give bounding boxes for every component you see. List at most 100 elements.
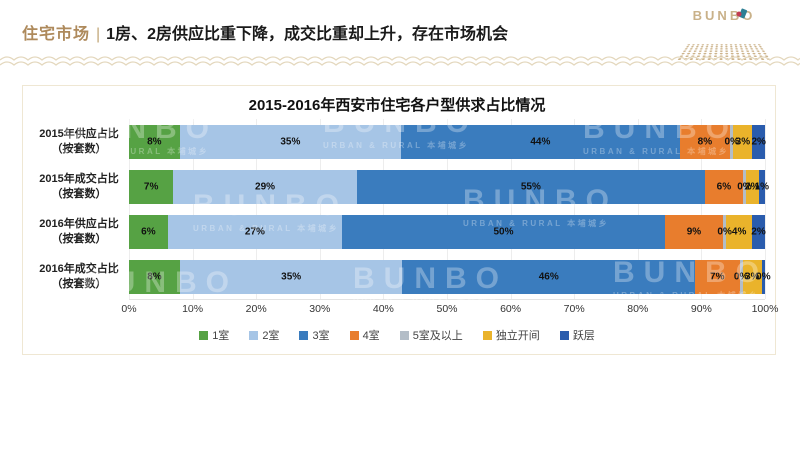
gridline [701,119,703,299]
data-label: 7% [710,271,725,282]
gridline [319,119,321,299]
bar-segment-4室: 6% [704,169,743,204]
data-label: 3% [735,136,751,147]
title-separator: | [96,26,101,43]
legend-swatch [482,330,492,340]
gridline [383,119,385,299]
legend-item-5室及以上: 5室及以上 [399,327,463,343]
legend-item-1室: 1室 [199,327,229,343]
data-label: 8% [697,136,713,147]
bar-segment-4室: 8% [679,124,731,159]
gridline [574,119,576,299]
legend-item-独立开间: 独立开间 [482,327,540,343]
data-label: 2% [745,181,760,192]
legend-swatch [349,330,359,340]
x-tick-label: 40% [372,303,394,315]
data-label: 35% [281,271,302,282]
decorative-wave-border [0,56,800,66]
plot-wrap: 8% 35% 44% 8% 0% 3% 2% 7% 29% 55% 6% 0% 2% 1% 6% 27% 50%… [121,119,778,321]
data-label: 0% [737,181,752,192]
bar-segment-5室及以上: 0% [734,259,748,294]
bar-segment-跃层: 0% [756,259,771,294]
gridline [192,119,194,299]
y-axis-label: 2015年成交占比 （按套数） [39,173,119,200]
chart-title: 2015-2016年西安市住宅各户型供求占比情况 [248,97,546,114]
bar-segment-跃层: 2% [751,124,766,159]
bar-segment-跃层: 1% [755,169,769,204]
bar-segment-1室: 8% [129,259,180,294]
data-label: 6% [141,226,156,237]
y-axis-labels: 2015年供应占比 （按套数） 2015年成交占比 （按套数） 2016年供应占比 （按套… [29,119,129,321]
bar-row: 6% 27% 50% 9% 0% 4% 2% [129,209,766,254]
bar-row: 7% 29% 55% 6% 0% 2% 1% [129,164,769,209]
x-tick-label: 30% [309,303,331,315]
bar-segment-1室: 7% [129,169,174,204]
x-tick-label: 100% [751,303,779,315]
legend-label: 独立开间 [495,330,540,342]
legend: 1室 2室 3室 4室 5室及以上 独立开间 跃层 [29,327,765,343]
bar-segment-1室: 6% [129,214,168,249]
y-axis-label: 2015年供应占比 （按套数） [39,128,119,155]
legend-label: 跃层 [572,330,595,342]
data-label: 0% [717,226,732,237]
data-label: 7% [143,181,159,192]
legend-item-跃层: 跃层 [559,327,595,343]
data-label: 2% [751,226,766,237]
company-logo: BUNBO [676,8,772,60]
legend-label: 4室 [362,330,380,342]
legend-label: 1室 [212,330,230,342]
y-axis-label: 2016年成交占比 （按套数） [39,263,119,290]
bar-row: 8% 35% 44% 8% 0% 3% 2% [129,119,766,164]
data-label: 55% [520,181,541,192]
data-label: 2% [751,136,766,147]
bar-segment-2室: 27% [167,214,343,249]
x-tick-label: 20% [245,303,267,315]
bar-segment-2室: 29% [173,169,357,204]
bar-segment-5室及以上: 0% [717,214,732,249]
data-label: 44% [530,136,551,147]
bar-row: 8% 35% 46% 7% 0% 3% 0% [129,254,771,299]
data-label: 27% [244,226,265,237]
gridline [256,119,258,299]
legend-swatch [199,330,209,340]
data-label: 4% [731,226,747,237]
bar-segment-独立开间: 3% [742,259,762,294]
bar-segment-4室: 7% [695,259,740,294]
logo-text: BUNBO [692,8,756,23]
x-axis: 0% 10% 20% 30% 40% 50% 60% 70% 80% 90% 100% [121,303,778,321]
gridline [765,119,766,299]
legend-label: 5室及以上 [412,330,463,342]
bar-segment-独立开间: 3% [733,124,753,159]
legend-swatch [559,330,569,340]
x-tick-label: 50% [436,303,458,315]
bar-segment-5室及以上: 0% [725,124,739,159]
data-label: 8% [147,271,162,282]
legend-item-3室: 3室 [299,327,330,343]
x-tick-label: 0% [121,303,137,315]
legend-label: 2室 [262,330,280,342]
legend-label: 3室 [312,330,330,342]
section-title: 住宅市场 [22,26,91,43]
bar-segment-独立开间: 4% [726,214,753,249]
chart-body: 2015年供应占比 （按套数） 2015年成交占比 （按套数） 2016年供应占比 （按套… [29,119,778,321]
data-label: 3% [745,271,760,282]
gridline [510,119,512,299]
gridline [637,119,639,299]
legend-swatch [299,330,309,340]
bar-segment-3室: 46% [402,259,696,294]
plot-area: 8% 35% 44% 8% 0% 3% 2% 7% 29% 55% 6% 0% 2% 1% 6% 27% 50%… [129,119,771,300]
data-label: 0% [733,271,749,282]
data-label: 6% [716,181,732,192]
chart-panel: 2015-2016年西安市住宅各户型供求占比情况 2015年供应占比 （按套数） 2… [22,85,778,355]
bar-segment-5室及以上: 0% [737,169,752,204]
x-tick-label: 60% [500,303,522,315]
data-label: 35% [280,136,301,147]
x-tick-label: 10% [182,303,204,315]
data-label: 0% [756,271,771,282]
bar-segment-独立开间: 2% [745,169,760,204]
data-label: 29% [255,181,276,192]
legend-swatch [249,330,259,340]
legend-item-4室: 4室 [349,327,380,343]
x-tick-label: 70% [563,303,585,315]
bar-segment-2室: 35% [179,259,403,294]
